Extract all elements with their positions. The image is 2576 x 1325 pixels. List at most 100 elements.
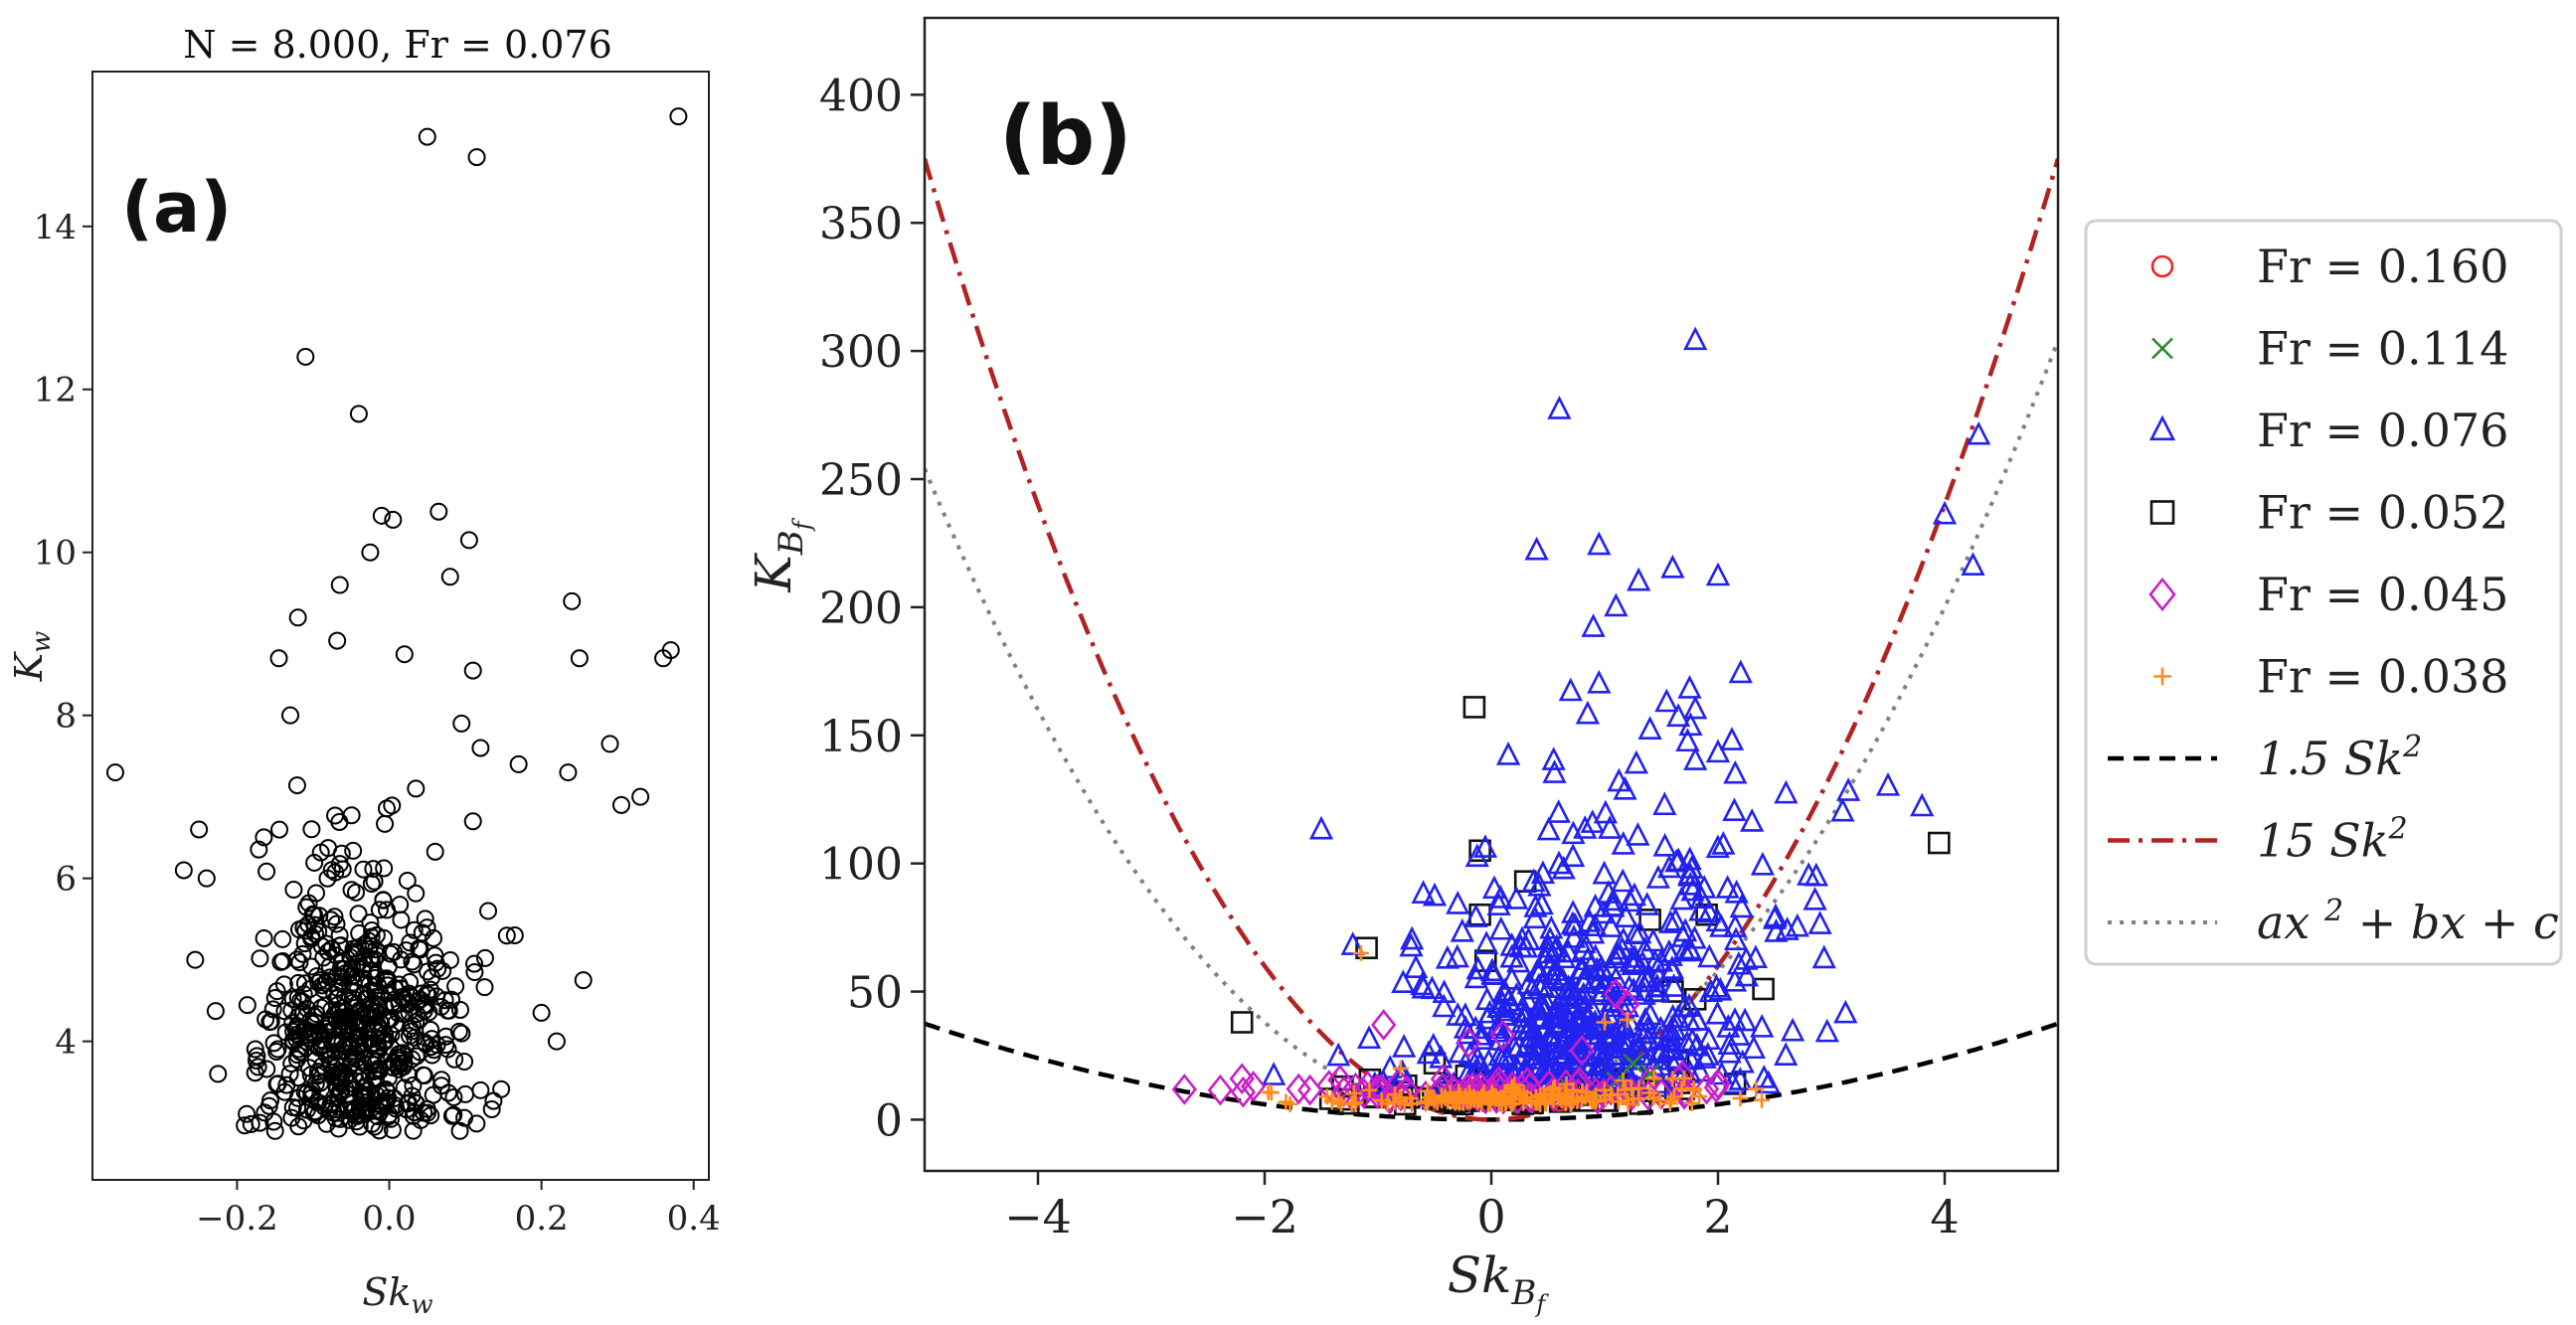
legend-marker — [2151, 337, 2173, 360]
panel-a-point — [330, 576, 349, 594]
panel-a-point — [422, 1106, 440, 1125]
point-0076 — [1624, 749, 1648, 774]
point-0076 — [1665, 703, 1691, 728]
point-0045 — [1230, 1076, 1257, 1108]
panel-a-point — [391, 896, 410, 914]
point-0076 — [1807, 911, 1832, 934]
point-0076 — [1539, 914, 1564, 939]
panel-a-point — [374, 891, 393, 910]
panel-a-point — [355, 947, 374, 966]
panel-a-point — [435, 991, 454, 1010]
panel-a-point — [456, 1084, 475, 1103]
panel-a-title: N = 8.000, Fr = 0.076 — [183, 23, 612, 67]
point-0114 — [1623, 1053, 1643, 1074]
point-0038 — [1748, 1080, 1765, 1097]
panel-a-point — [293, 944, 312, 963]
panel-a-point — [319, 839, 338, 858]
point-0076 — [1619, 948, 1643, 972]
point-0076 — [1628, 919, 1652, 944]
point-0076 — [1697, 943, 1722, 968]
point-0045 — [1489, 1019, 1516, 1052]
point-0076 — [1499, 965, 1524, 990]
point-0076 — [1472, 834, 1498, 858]
point-0038 — [1345, 1085, 1362, 1102]
point-0076 — [1803, 886, 1827, 911]
point-0076 — [1705, 834, 1730, 859]
panel-a-xtick-label: 0.0 — [362, 1199, 416, 1239]
point-0076 — [1536, 816, 1561, 841]
point-0076 — [1421, 1032, 1446, 1057]
point-0076 — [1601, 887, 1626, 911]
panel-a-point — [405, 955, 424, 974]
point-0076 — [1572, 969, 1597, 994]
panel-a-point — [574, 971, 593, 990]
point-0076 — [1453, 1002, 1477, 1027]
panel-b-xtick-label: 0 — [1476, 1190, 1505, 1243]
panel-a-point — [174, 861, 193, 880]
panel-b-curves — [925, 158, 2058, 1122]
panel-a-point — [418, 1103, 436, 1122]
panel-a-point — [329, 1119, 348, 1138]
panel-a-point — [328, 631, 347, 650]
panel-a-point — [455, 1108, 474, 1127]
point-0076 — [1669, 886, 1694, 911]
panel-a-point — [471, 1080, 490, 1099]
point-0076 — [1696, 1026, 1721, 1051]
panel-a-point — [364, 1069, 383, 1087]
panel-a-point — [251, 949, 269, 968]
point-0045 — [1229, 1063, 1255, 1095]
point-0038 — [1574, 1091, 1591, 1107]
panel-a-point — [247, 1051, 265, 1070]
panel-a-point — [400, 984, 419, 1003]
panel-a-point — [257, 1010, 275, 1029]
panel-a-point — [394, 990, 413, 1009]
point-0076 — [1678, 937, 1703, 962]
point-0076 — [1674, 1030, 1700, 1055]
point-0076 — [1432, 993, 1457, 1018]
point-0076 — [1562, 981, 1587, 1006]
panel-a-point — [424, 1085, 442, 1104]
panel-a-point — [344, 993, 363, 1012]
legend-label: 15 Sk2 — [2257, 812, 2408, 868]
point-0076 — [1481, 961, 1506, 985]
panel-a-point — [444, 1105, 463, 1124]
panel-b-axes: −4 −2 0 2 4 0 50 100 150 200 250 300 350 400 — [819, 71, 1960, 1243]
point-0038 — [1278, 1093, 1294, 1110]
point-0076 — [1561, 900, 1586, 923]
panel-a-point — [367, 1100, 386, 1119]
point-0076 — [1308, 815, 1334, 840]
point-0038 — [1452, 1092, 1468, 1109]
panel-a-point — [291, 1043, 310, 1062]
panel-b-ytick-label: 250 — [819, 455, 903, 506]
point-0076 — [1711, 831, 1736, 855]
point-0076 — [1499, 991, 1524, 1016]
panel-a-point — [345, 1100, 364, 1119]
panel-a-point — [356, 955, 375, 974]
panel-a-point — [392, 911, 411, 929]
panel-a-point — [394, 1044, 413, 1063]
panel-a-point — [418, 984, 436, 1003]
panel-a-point — [532, 1003, 551, 1022]
panel-a-point — [269, 649, 288, 668]
panel-a-point — [305, 853, 324, 872]
point-0045 — [1171, 1074, 1197, 1105]
point-0076 — [1723, 926, 1749, 951]
curve-dashed — [925, 1021, 2058, 1122]
point-0076 — [1649, 1038, 1674, 1063]
panel-a-point — [497, 926, 516, 945]
point-0076 — [1627, 567, 1651, 591]
panel-a-xlabel: Skw — [362, 1270, 432, 1320]
point-0076 — [1580, 809, 1605, 833]
legend-box — [2084, 219, 2563, 966]
point-0038 — [1732, 1089, 1749, 1106]
panel-a-point — [307, 884, 326, 903]
point-0076 — [1446, 891, 1470, 914]
panel-a-point — [426, 842, 444, 861]
panel-a-point — [384, 510, 403, 529]
panel-a-point — [416, 910, 434, 928]
panel-a-ytick-label: 6 — [55, 860, 77, 900]
panel-a-point — [327, 1011, 346, 1030]
point-0076 — [1607, 941, 1632, 966]
panel-a-point — [349, 905, 368, 923]
panel-a-point — [303, 905, 322, 923]
